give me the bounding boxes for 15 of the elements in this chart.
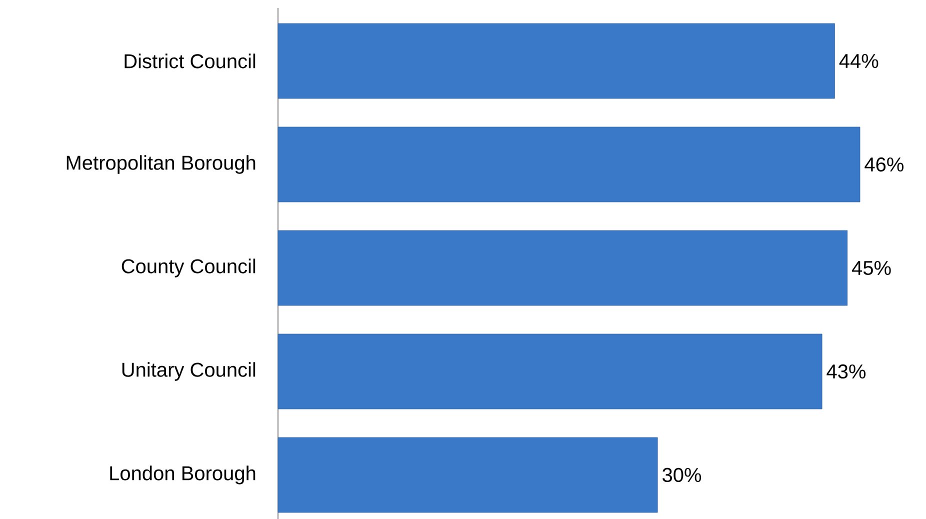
y-tick-label: Unitary Council	[122, 362, 256, 381]
y-tick-label: District Council	[124, 54, 256, 68]
data-label: 30%	[662, 468, 702, 482]
data-label: 45%	[852, 260, 891, 276]
y-tick-label: Metropolitan Borough	[66, 155, 256, 174]
bar	[278, 126, 860, 202]
data-label: 43%	[826, 364, 866, 379]
y-tick-label: London Borough	[110, 466, 256, 484]
bar	[278, 334, 822, 410]
data-label: 46%	[864, 157, 904, 172]
bar	[278, 23, 835, 99]
data-label: 44%	[839, 54, 878, 68]
bar	[278, 437, 658, 513]
bar	[278, 230, 848, 306]
y-tick-label: County Council	[122, 258, 256, 278]
